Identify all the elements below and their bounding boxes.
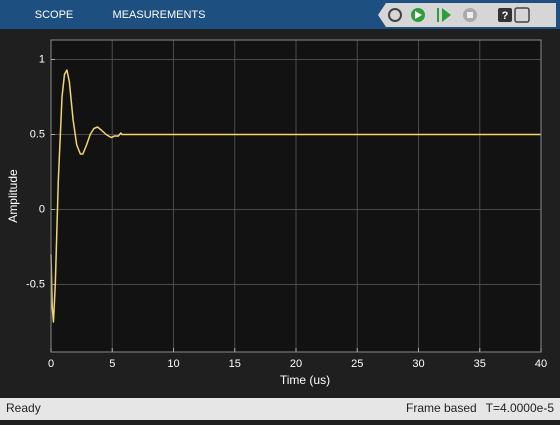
status-mode: Frame based	[406, 401, 477, 415]
tab[interactable]: MEASUREMENTS	[113, 9, 206, 21]
x-tick-label: 5	[109, 358, 115, 370]
toolbar-buttons: ?	[388, 7, 530, 23]
x-tick-label: 15	[229, 358, 241, 370]
x-tick-label: 40	[535, 358, 547, 370]
x-tick-label: 30	[412, 358, 424, 370]
status-time: T=4.0000e-5	[486, 401, 555, 415]
x-axis-label: Time (us)	[280, 373, 330, 387]
tab[interactable]: SCOPE	[35, 9, 74, 21]
x-tick-label: 10	[167, 358, 179, 370]
x-tick-label: 25	[351, 358, 363, 370]
y-tick-label: -0.5	[26, 278, 45, 290]
run-icon	[415, 11, 422, 19]
stop-icon	[467, 12, 473, 18]
help-icon: ?	[502, 10, 509, 22]
x-tick-label: 0	[48, 358, 54, 370]
step-button[interactable]	[437, 8, 439, 22]
settings-button[interactable]	[388, 8, 402, 22]
x-tick-label: 20	[290, 358, 302, 370]
y-axis-label: Amplitude	[6, 169, 20, 223]
x-tick-label: 35	[474, 358, 486, 370]
y-tick-label: 0	[39, 203, 45, 215]
step-icon	[442, 8, 451, 22]
undock-button[interactable]	[514, 7, 530, 23]
y-tick-label: 1	[39, 53, 45, 65]
y-tick-label: 0.5	[30, 128, 45, 140]
status-state: Ready	[6, 401, 41, 415]
signal-line	[50, 69, 541, 323]
status-bar	[0, 398, 560, 420]
help-button[interactable]	[498, 8, 512, 22]
